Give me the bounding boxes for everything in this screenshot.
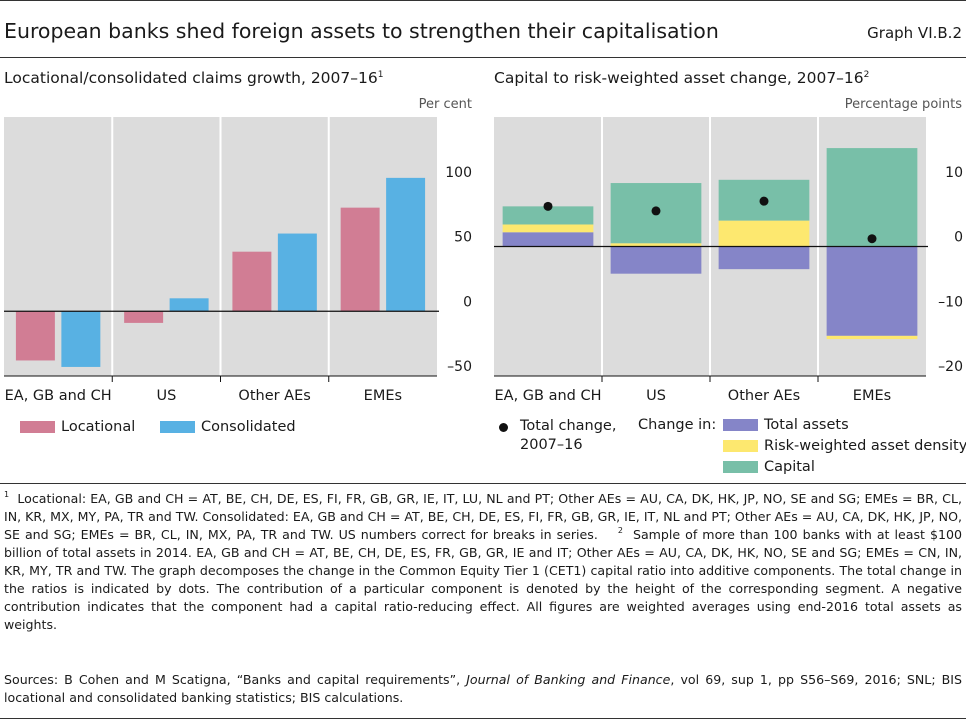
bottom-rule xyxy=(0,718,966,719)
left-ytick-label: 50 xyxy=(454,230,472,246)
footnote-1-marker: 1 xyxy=(4,490,10,499)
sources-suffix: , vol 69, sup 1, pp S56–S69, 2016; SNL; … xyxy=(4,672,962,705)
top-rule xyxy=(0,0,966,1)
right-segment-risk-weighted-asset-density xyxy=(610,243,702,247)
left-chart: –50 0 50 100 EA, GB and CH US Other AEs EMEs xyxy=(4,117,472,404)
legend-total-assets-swatch xyxy=(723,419,758,431)
legend-rwa-density-label: Risk-weighted asset density xyxy=(764,438,966,454)
legend-total-change-line2: 2007–16 xyxy=(520,437,583,453)
right-segment-risk-weighted-asset-density xyxy=(718,220,810,247)
legend-consolidated-swatch xyxy=(160,421,195,433)
left-panel-title: Locational/consolidated claims growth, 2… xyxy=(4,69,383,87)
chart-footnote-rule xyxy=(0,483,966,484)
sources: Sources: B Cohen and M Scatigna, “Banks … xyxy=(4,671,962,707)
right-panel-title-note: 2 xyxy=(863,69,870,80)
legend-rwa-density: Risk-weighted asset density xyxy=(723,438,966,454)
right-category-label: Other AEs xyxy=(728,388,800,404)
right-ytick-label: –10 xyxy=(938,294,963,310)
right-total-change-dot xyxy=(867,234,877,244)
right-ytick-label: 10 xyxy=(945,165,963,181)
legend-locational: Locational xyxy=(20,419,135,435)
legend-capital-label: Capital xyxy=(764,459,815,475)
legend-total-assets-label: Total assets xyxy=(764,417,849,433)
left-category-label: EA, GB and CH xyxy=(5,388,112,404)
sources-prefix: Sources: B Cohen and M Scatigna, “Banks … xyxy=(4,672,461,687)
right-unit-label: Percentage points xyxy=(844,97,962,112)
left-unit-label: Per cent xyxy=(418,97,472,112)
right-segment-capital xyxy=(826,148,918,247)
footnote-2-text: Sample of more than 100 banks with at le… xyxy=(4,527,962,632)
legend-change-in: Change in: xyxy=(638,417,717,433)
left-bar-locational xyxy=(232,251,272,312)
graph-title: European banks shed foreign assets to st… xyxy=(4,19,719,43)
right-chart: –20 –10 0 10 EA, GB and CH US Other AEs EMEs xyxy=(494,117,963,404)
legend-rwa-density-swatch xyxy=(723,440,758,452)
right-ytick-label: 0 xyxy=(954,230,963,246)
left-category-label: EMEs xyxy=(364,388,402,404)
left-category-label: US xyxy=(156,388,176,404)
legend-consolidated: Consolidated xyxy=(160,419,296,435)
legend-capital: Capital xyxy=(723,459,815,475)
right-total-change-dot xyxy=(651,206,661,216)
legend-total-assets: Total assets xyxy=(723,417,849,433)
legend-capital-swatch xyxy=(723,461,758,473)
left-bar-locational xyxy=(340,207,380,312)
left-bar-consolidated xyxy=(277,233,317,312)
right-segment-risk-weighted-asset-density xyxy=(826,335,918,340)
left-panel-title-note: 1 xyxy=(377,69,384,80)
legend-total-change: Total change, 2007–16 xyxy=(520,417,616,455)
footnotes: 1 Locational: EA, GB and CH = AT, BE, CH… xyxy=(4,490,962,634)
left-panel-title-text: Locational/consolidated claims growth, 2… xyxy=(4,69,378,87)
right-panel-title: Capital to risk-weighted asset change, 2… xyxy=(494,69,869,87)
left-bar-consolidated xyxy=(169,298,209,312)
left-bar-locational xyxy=(15,311,55,361)
left-bar-locational xyxy=(124,311,164,323)
legend-total-change-line1: Total change, xyxy=(520,418,617,434)
left-bar-consolidated xyxy=(386,177,426,312)
right-total-change-dot xyxy=(759,196,769,206)
graph-id: Graph VI.B.2 xyxy=(867,24,962,42)
right-segment-total-assets xyxy=(502,232,594,247)
left-category-label: Other AEs xyxy=(238,388,310,404)
right-category-label: EMEs xyxy=(853,388,891,404)
right-ytick-label: –20 xyxy=(938,359,963,375)
left-ytick-label: –50 xyxy=(447,359,472,375)
title-rule xyxy=(0,57,966,58)
right-segment-total-assets xyxy=(718,246,810,270)
right-total-change-dot xyxy=(543,201,553,211)
footnote-2-marker: 2 xyxy=(617,526,623,535)
right-category-label: EA, GB and CH xyxy=(494,388,601,404)
left-ytick-label: 100 xyxy=(445,165,472,181)
footnote-1-text: Locational: EA, GB and CH = AT, BE, CH, … xyxy=(4,491,962,542)
left-ytick-label: 0 xyxy=(463,294,472,310)
right-panel-title-text: Capital to risk-weighted asset change, 2… xyxy=(494,69,864,87)
legend-locational-label: Locational xyxy=(61,419,136,435)
right-segment-total-assets xyxy=(610,246,702,274)
right-category-label: US xyxy=(646,388,666,404)
right-segment-total-assets xyxy=(826,246,918,336)
right-segment-capital xyxy=(502,206,594,225)
right-segment-risk-weighted-asset-density xyxy=(502,224,594,233)
legend-consolidated-label: Consolidated xyxy=(201,419,296,435)
legend-locational-swatch xyxy=(20,421,55,433)
left-bar-consolidated xyxy=(61,311,101,367)
sources-journal: Journal of Banking and Finance xyxy=(466,672,671,687)
legend-total-change-dot xyxy=(499,423,508,432)
